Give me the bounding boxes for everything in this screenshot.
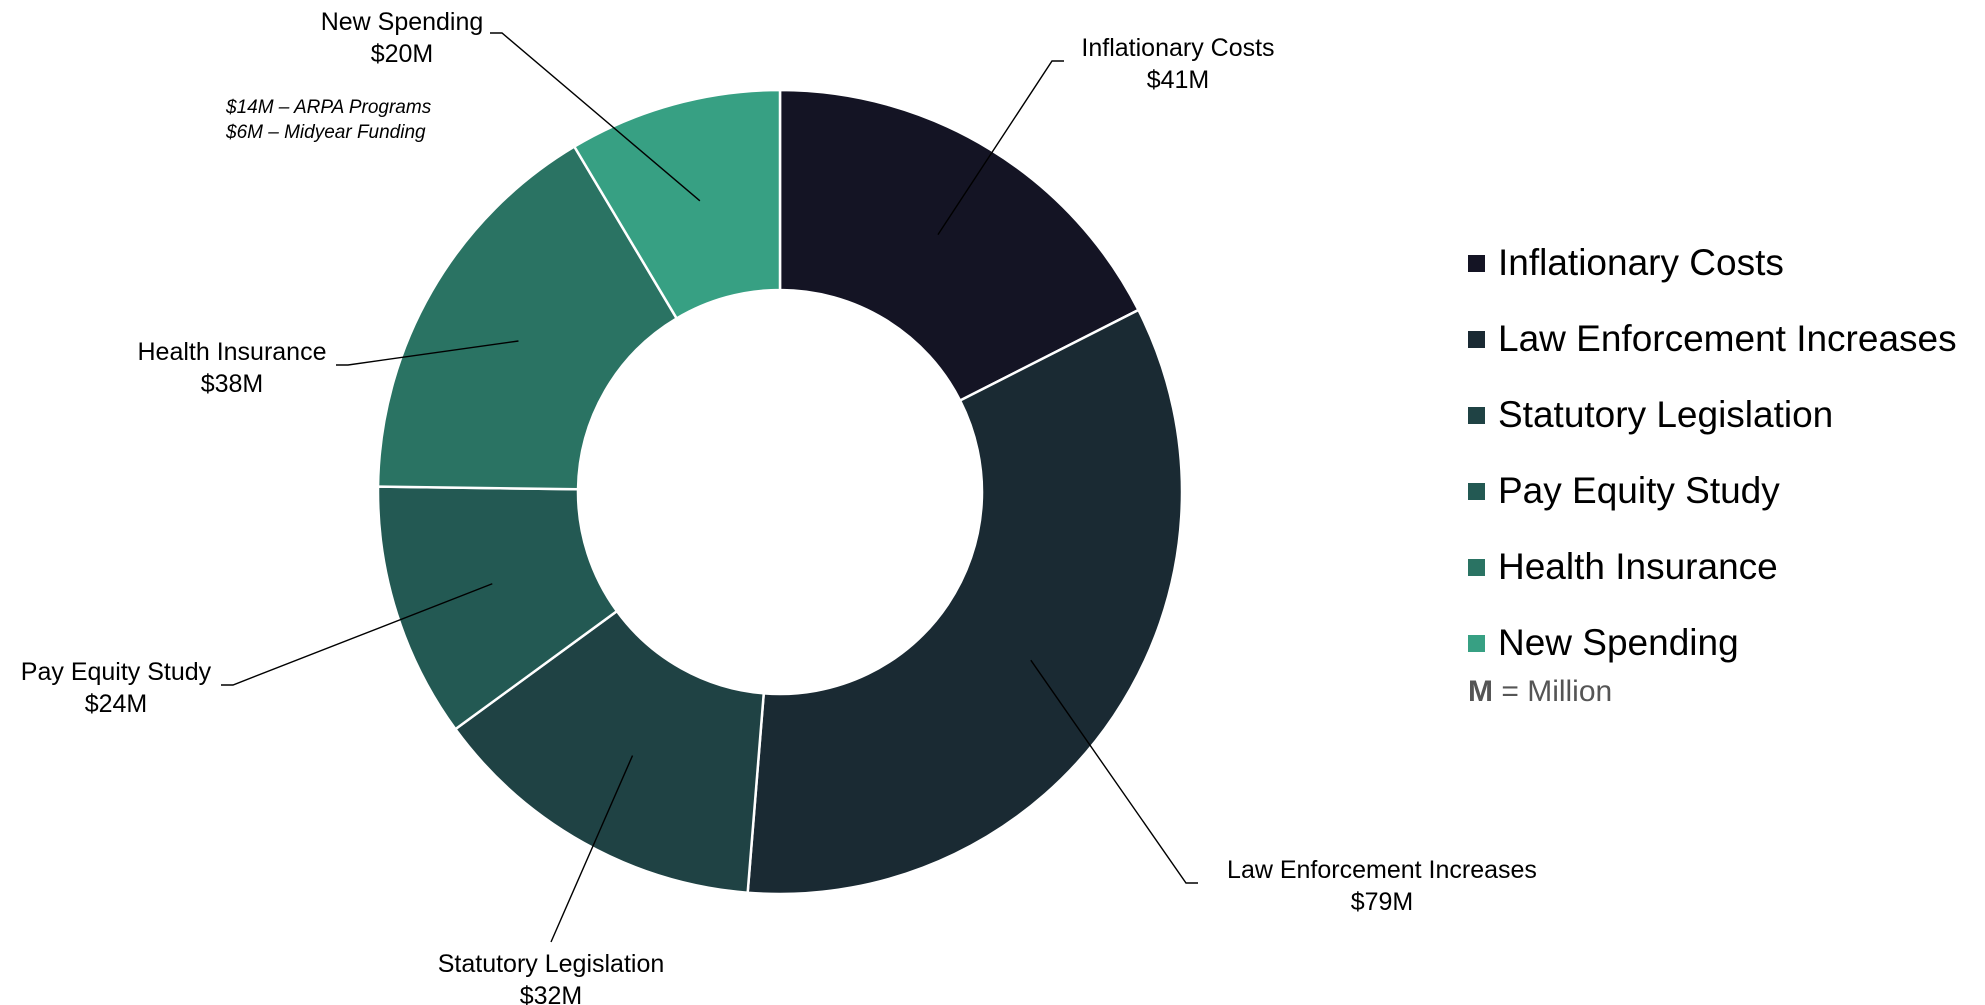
slice-pay-equity-study (376, 485, 619, 731)
legend: Inflationary Costs Law Enforcement Incre… (1468, 225, 1957, 709)
legend-label: Statutory Legislation (1498, 394, 1834, 435)
slice-statutory-legislation (453, 609, 766, 895)
slice-value-label: $32M (520, 982, 583, 1005)
legend-label: Law Enforcement Increases (1498, 318, 1957, 359)
legend-swatch (1468, 482, 1485, 500)
annotation-line-1: $14M – ARPA Programs (225, 97, 432, 118)
slice-value-label: $20M (371, 40, 434, 68)
leader-line (221, 583, 493, 686)
slice-value-label: $38M (201, 370, 264, 398)
legend-swatch (1468, 254, 1485, 272)
legend-label: Inflationary Costs (1498, 242, 1784, 283)
legend-item: Law Enforcement Increases (1468, 301, 1957, 377)
slice-value-label: $41M (1147, 66, 1210, 94)
leader-line (490, 32, 701, 202)
slice-labels: Inflationary Costs $41M Law Enforcement In… (21, 8, 1537, 1005)
slice-label: Law Enforcement Increases (1227, 856, 1537, 884)
leader-line (1030, 659, 1198, 884)
leader-line (336, 340, 519, 366)
slice-health-insurance (376, 144, 679, 491)
slice-new-spending (572, 88, 782, 321)
slice-label: New Spending (321, 8, 484, 36)
unit-text: = Million (1501, 675, 1613, 708)
donut-slices (376, 88, 1184, 896)
leader-line (550, 755, 634, 943)
unit-symbol: M (1468, 675, 1493, 708)
legend-label: Pay Equity Study (1498, 470, 1780, 511)
legend-swatch (1468, 558, 1485, 576)
slice-inflationary-costs (778, 88, 1141, 403)
annotation-line-2: $6M – Midyear Funding (225, 122, 426, 143)
unit-note: M = Million (1468, 675, 1957, 709)
leader-lines (221, 32, 1198, 943)
slice-label: Health Insurance (137, 338, 326, 366)
legend-swatch (1468, 634, 1485, 652)
legend-item: New Spending (1468, 605, 1957, 681)
legend-item: Statutory Legislation (1468, 377, 1957, 453)
slice-value-label: $79M (1351, 888, 1414, 916)
legend-item: Health Insurance (1468, 529, 1957, 605)
legend-item: Inflationary Costs (1468, 225, 1957, 301)
slice-law-enforcement-increases (746, 308, 1184, 896)
legend-label: New Spending (1498, 622, 1739, 663)
legend-swatch (1468, 330, 1485, 348)
slice-label: Inflationary Costs (1081, 34, 1274, 62)
legend-swatch (1468, 406, 1485, 424)
leader-line (937, 60, 1064, 235)
slice-label: Statutory Legislation (438, 950, 665, 978)
legend-label: Health Insurance (1498, 546, 1778, 587)
slice-label: Pay Equity Study (21, 658, 212, 686)
slice-value-label: $24M (85, 690, 148, 718)
legend-item: Pay Equity Study (1468, 453, 1957, 529)
